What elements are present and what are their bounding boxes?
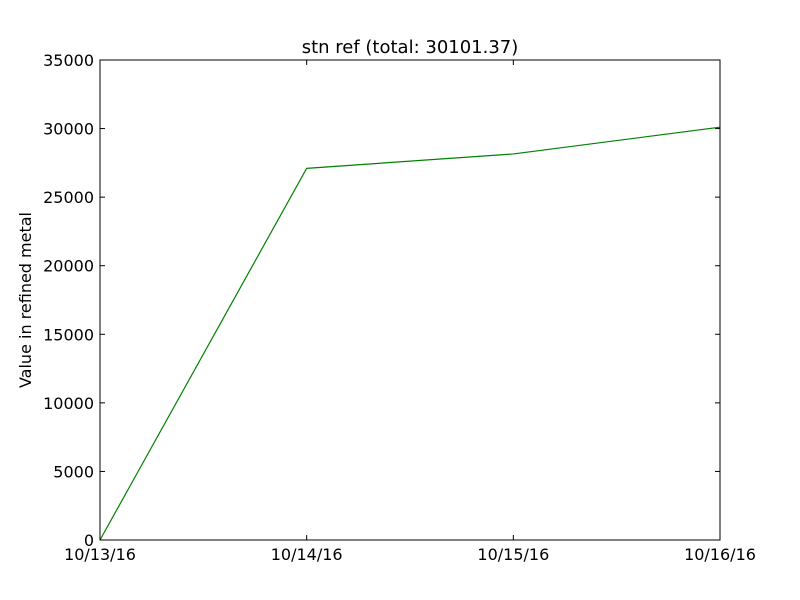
x-tick-label: 10/14/16 bbox=[271, 545, 343, 564]
y-tick-label: 15000 bbox=[43, 325, 94, 344]
y-tick-label: 0 bbox=[84, 531, 94, 550]
y-tick-label: 10000 bbox=[43, 394, 94, 413]
y-tick-label: 25000 bbox=[43, 188, 94, 207]
x-tick-label: 10/13/16 bbox=[64, 545, 136, 564]
plot-frame bbox=[99, 59, 721, 541]
x-tick-label: 10/15/16 bbox=[477, 545, 549, 564]
y-axis-label: Value in refined metal bbox=[16, 212, 35, 388]
series-line bbox=[99, 126, 721, 541]
y-tick-label: 30000 bbox=[43, 120, 94, 139]
y-tick-label: 5000 bbox=[53, 462, 94, 481]
x-tick-label: 10/16/16 bbox=[684, 545, 756, 564]
y-tick-label: 20000 bbox=[43, 257, 94, 276]
chart-title: stn ref (total: 30101.37) bbox=[302, 37, 519, 58]
y-tick-label: 35000 bbox=[43, 51, 94, 70]
